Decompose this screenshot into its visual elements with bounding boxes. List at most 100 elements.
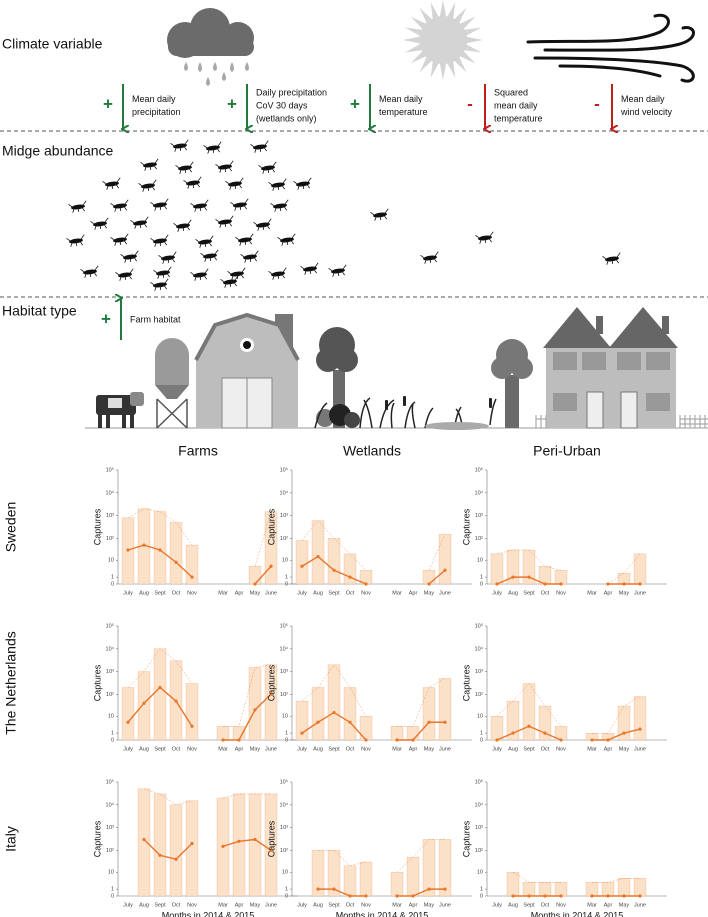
- x-tick-label: Oct: [541, 746, 550, 752]
- range-bar: [121, 687, 135, 741]
- x-tick-label: Apr: [409, 590, 418, 596]
- x-tick-label: July: [123, 902, 133, 908]
- y-tick-label: 1: [285, 731, 288, 737]
- y-tick-label: 10²: [280, 536, 288, 542]
- midge-body: [271, 182, 285, 188]
- y-tick-label: 1: [111, 731, 114, 737]
- x-tick-label: Mar: [587, 902, 597, 908]
- range-bar: [422, 570, 436, 585]
- midge: [268, 178, 287, 191]
- midge-legs: [602, 252, 621, 265]
- median-line: [428, 569, 446, 585]
- y-tick-label: 10⁵: [280, 622, 288, 629]
- y-tick-label: 1: [285, 887, 288, 893]
- y-tick-label: 10⁵: [475, 466, 483, 473]
- midge-body: [153, 282, 167, 288]
- median-line: [397, 888, 445, 897]
- range-edge: [143, 788, 193, 806]
- column-title: Peri-Urban: [533, 443, 601, 459]
- y-tick-label: 10⁴: [280, 801, 289, 808]
- charts: Farms Wetlands Peri-Urban Sweden The Netherl…: [3, 443, 667, 917]
- median-point: [348, 720, 352, 724]
- range-bar: [137, 788, 151, 897]
- midge-legs: [225, 177, 244, 190]
- x-tick-label: Aug: [508, 590, 518, 596]
- median-point: [559, 738, 563, 742]
- median-point: [622, 894, 626, 898]
- column-title: Wetlands: [343, 443, 401, 459]
- range-bar: [264, 793, 278, 897]
- midge-legs: [270, 199, 289, 212]
- x-tick-label: May: [250, 590, 261, 596]
- median-point: [300, 564, 304, 568]
- midge-legs: [253, 218, 272, 231]
- x-tick-label: Aug: [313, 902, 323, 908]
- median-point: [190, 841, 194, 846]
- midge: [90, 217, 109, 230]
- range-bar: [232, 793, 246, 897]
- midge: [150, 234, 169, 247]
- median-point: [300, 731, 304, 735]
- midge-legs: [268, 267, 287, 280]
- x-tick-label: Mar: [218, 746, 228, 752]
- midge-body: [83, 269, 97, 275]
- midge-legs: [277, 233, 296, 246]
- x-tick-label: Aug: [313, 746, 323, 752]
- range-bar: [248, 566, 262, 585]
- median-point: [590, 894, 594, 898]
- x-tick-label: Oct: [541, 902, 550, 908]
- y-tick-label: 10⁴: [475, 489, 484, 496]
- midge-legs: [150, 198, 169, 211]
- x-tick-label: Sept: [523, 590, 535, 596]
- median-point: [158, 548, 162, 552]
- y-tick-label: 10³: [475, 669, 483, 675]
- range-edge: [222, 793, 271, 799]
- x-tick-label: Sept: [328, 590, 340, 596]
- midge-body: [238, 237, 252, 243]
- midge: [195, 235, 214, 248]
- median-point: [527, 724, 531, 728]
- x-tick-label: Apr: [604, 902, 613, 908]
- median-point: [269, 564, 273, 568]
- x-tick-label: June: [265, 902, 277, 908]
- effect-sign: -: [467, 94, 473, 113]
- range-bar: [343, 687, 357, 741]
- median-point: [443, 720, 447, 724]
- range-edge: [301, 664, 367, 717]
- y-tick-label: 10³: [106, 825, 114, 831]
- y-tick-label: 10⁵: [106, 622, 114, 629]
- range-bar: [295, 540, 309, 585]
- range-bar: [522, 882, 536, 897]
- median-line: [592, 728, 641, 741]
- median-point: [332, 887, 336, 891]
- midge-body: [273, 203, 287, 209]
- midges: [66, 139, 621, 291]
- range-bar: [390, 872, 404, 897]
- median-point: [622, 582, 626, 586]
- range-bar: [422, 687, 436, 741]
- median-point: [364, 894, 368, 898]
- x-tick-label: Apr: [604, 590, 613, 596]
- midge-legs: [80, 265, 99, 278]
- median-point: [174, 699, 178, 703]
- median-point: [543, 582, 547, 586]
- midge-legs: [420, 251, 439, 264]
- y-tick-label: 10: [477, 558, 483, 564]
- range-bar: [522, 683, 536, 741]
- median-point: [527, 575, 531, 579]
- x-tick-label: Mar: [587, 590, 597, 596]
- effect-sign: +: [227, 94, 237, 113]
- x-tick-label: Oct: [346, 902, 355, 908]
- midge-body: [373, 212, 387, 218]
- y-axis-label: Captures: [461, 508, 471, 545]
- effect-label: CoV 30 days: [256, 100, 308, 110]
- x-tick-label: Sept: [523, 746, 535, 752]
- midge-body: [71, 204, 85, 210]
- median-point: [237, 738, 241, 742]
- x-tick-label: May: [619, 746, 630, 752]
- x-tick-label: Aug: [508, 746, 518, 752]
- midge-legs: [170, 139, 189, 152]
- y-axis-label: Captures: [92, 508, 102, 545]
- midge-legs: [110, 199, 129, 212]
- midge-body: [141, 183, 155, 189]
